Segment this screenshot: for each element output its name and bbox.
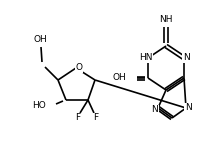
Text: N: N <box>185 104 191 112</box>
Text: HN: HN <box>139 53 153 62</box>
Text: N: N <box>152 105 158 114</box>
Text: OH: OH <box>33 35 47 44</box>
Text: O: O <box>76 63 83 73</box>
Text: N: N <box>183 53 189 62</box>
Text: HO: HO <box>32 101 46 111</box>
Text: F: F <box>75 114 81 122</box>
Text: OH: OH <box>112 73 126 83</box>
Text: NH: NH <box>159 14 173 24</box>
Text: NH: NH <box>159 14 173 24</box>
Text: F: F <box>93 114 99 122</box>
